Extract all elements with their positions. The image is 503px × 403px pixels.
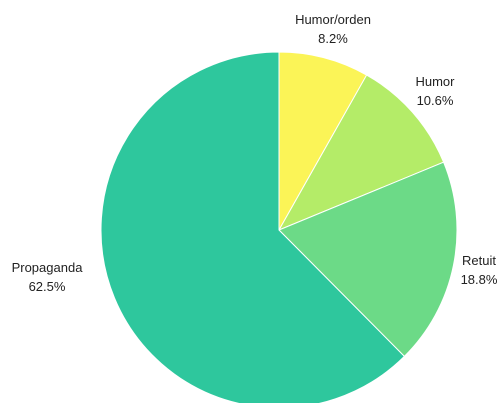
slice-label-humor: Humor — [415, 74, 455, 89]
slice-value-propaganda: 62.5% — [29, 279, 66, 294]
slice-value-humor-orden: 8.2% — [318, 31, 348, 46]
slice-label-propaganda: Propaganda — [12, 260, 84, 275]
pie-slice-humor — [277, 74, 445, 232]
slice-label-retuit: Retuit — [462, 253, 496, 268]
slice-label-humor-orden: Humor/orden — [295, 12, 371, 27]
pie-slice-propaganda — [100, 51, 406, 403]
pie-labels: Humor/orden 8.2% Humor 10.6% Retuit 18.8% Prop… — [12, 12, 498, 294]
pie-slice-humor-orden — [278, 51, 368, 232]
pie-slices — [100, 51, 458, 403]
slice-value-humor: 10.6% — [417, 93, 454, 108]
slice-value-retuit: 18.8% — [461, 272, 498, 287]
pie-slice-retuit — [278, 161, 458, 358]
